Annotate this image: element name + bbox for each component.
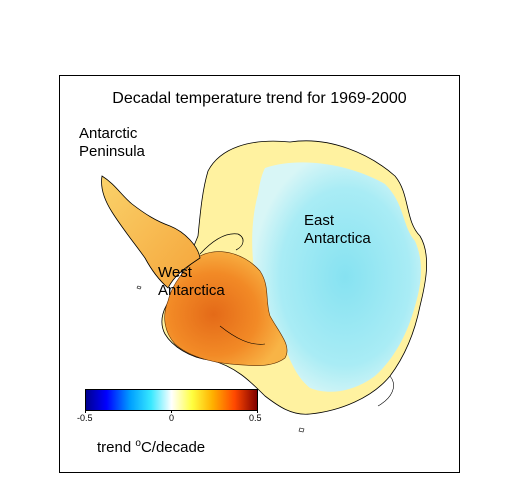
east-antarctica-region bbox=[252, 162, 422, 392]
map-frame: Decadal temperature trend for 1969-2000 … bbox=[59, 75, 460, 473]
antarctic-peninsula bbox=[101, 175, 201, 289]
label-line: Peninsula bbox=[79, 143, 145, 160]
ice-shelf-outline bbox=[219, 325, 266, 345]
label-line: East bbox=[304, 212, 335, 229]
colorbar-tick bbox=[171, 410, 172, 413]
colorbar-min-label: -0.5 bbox=[77, 413, 93, 423]
island bbox=[298, 427, 305, 433]
unit-text: C/decade bbox=[140, 439, 206, 456]
colorbar-tick bbox=[257, 410, 258, 413]
degree-symbol: o bbox=[135, 438, 141, 449]
colorbar-mid-label: 0 bbox=[169, 413, 175, 423]
colorbar-unit-label: trend oC/decade bbox=[97, 438, 205, 456]
label-line: Antarctica bbox=[158, 282, 225, 299]
colorbar-tick bbox=[85, 410, 86, 413]
island bbox=[136, 285, 142, 290]
label-east-antarctica: East Antarctica bbox=[304, 212, 371, 248]
ice-shelf-outline bbox=[199, 233, 244, 255]
antarctica-map bbox=[101, 140, 427, 433]
map-title: Decadal temperature trend for 1969-2000 bbox=[112, 90, 407, 107]
colorbar bbox=[85, 389, 258, 411]
label-antarctic-peninsula: Antarctic Peninsula bbox=[79, 125, 145, 161]
trend-unit: oC/decade bbox=[135, 438, 206, 456]
label-west-antarctica: West Antarctica bbox=[158, 264, 225, 300]
coast-detail bbox=[377, 375, 394, 407]
label-line: Antarctica bbox=[304, 230, 371, 247]
colorbar-max-label: 0.5 bbox=[249, 413, 262, 423]
label-line: West bbox=[158, 264, 192, 281]
label-line: Antarctic bbox=[79, 125, 138, 142]
trend-word: trend bbox=[97, 439, 132, 456]
west-antarctica-region bbox=[164, 251, 288, 366]
